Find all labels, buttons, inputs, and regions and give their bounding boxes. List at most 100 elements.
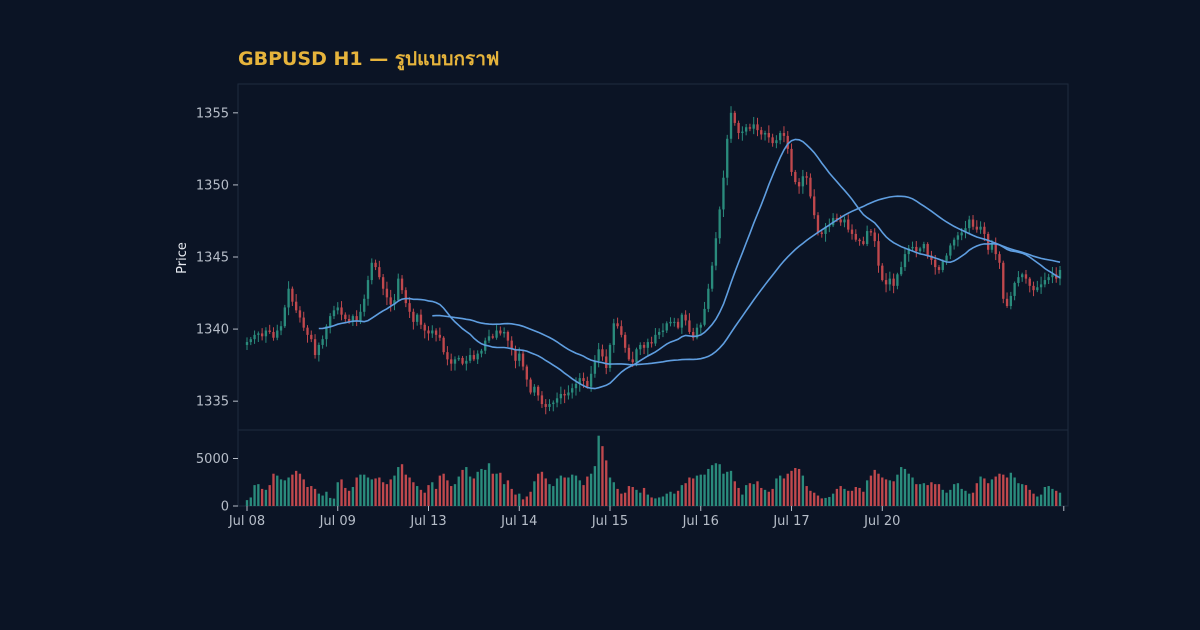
candle-body — [714, 238, 718, 266]
candle-body — [688, 320, 691, 332]
x-axis: Jul 08 Jul 09 Jul 13 Jul 14 Jul 15 Jul 16 Jul … — [228, 506, 1065, 529]
volume-bar — [907, 473, 910, 506]
candle — [710, 261, 714, 292]
volume-bar — [302, 479, 305, 506]
volume-bar — [344, 487, 347, 506]
candle-body — [529, 379, 532, 393]
volume-bar — [930, 482, 933, 506]
candle — [695, 323, 699, 340]
candle-body — [442, 337, 445, 353]
candle — [431, 325, 434, 338]
volume-bar — [922, 483, 926, 506]
x-tick-label: Jul 17 — [772, 514, 809, 529]
candle-body — [408, 303, 411, 312]
volume-bar — [975, 483, 978, 506]
candle-body — [661, 330, 665, 332]
candle-body — [268, 330, 271, 332]
candle-body — [612, 323, 615, 345]
candle-body — [843, 219, 846, 223]
candle-body — [359, 311, 362, 321]
volume-bar — [794, 468, 797, 506]
volume-bar — [465, 467, 468, 506]
candle — [1058, 266, 1062, 286]
candle — [257, 331, 260, 342]
volume-bar — [744, 485, 748, 506]
candle — [453, 356, 457, 371]
candle — [272, 327, 275, 341]
candle-body — [975, 226, 978, 230]
volume-bar — [245, 500, 249, 506]
candle-body — [586, 380, 589, 387]
candle-body — [869, 231, 873, 233]
candle-body — [605, 356, 608, 369]
volume-bar — [313, 488, 317, 506]
candle-body — [427, 330, 430, 334]
volume-bar — [518, 493, 521, 506]
candle — [533, 384, 536, 396]
candle-body — [385, 288, 389, 298]
volume-bar — [249, 497, 252, 506]
x-tick-label: Jul 16 — [682, 514, 719, 529]
volume-bar — [540, 471, 544, 506]
candle-body — [620, 326, 623, 335]
candle — [446, 346, 449, 366]
volume-bar — [986, 483, 990, 506]
volume-bar — [676, 490, 680, 506]
candle-body — [676, 321, 680, 328]
volume-bar — [786, 473, 789, 506]
candle — [673, 317, 676, 327]
volume-bar — [514, 494, 517, 506]
volume-bar — [536, 473, 540, 506]
candle — [506, 330, 510, 347]
volume-bar — [468, 476, 472, 506]
candle — [525, 364, 528, 387]
candle-body — [865, 231, 869, 245]
candle — [884, 273, 888, 293]
candle-body — [574, 383, 578, 389]
candle — [752, 116, 755, 135]
candle — [858, 238, 861, 246]
candle-body — [597, 349, 600, 361]
volume-bar — [952, 484, 956, 506]
candle-body — [1058, 269, 1062, 279]
candle — [344, 312, 347, 322]
candle — [1024, 269, 1028, 284]
volume-bar — [1055, 490, 1058, 506]
volume-bar — [446, 480, 449, 506]
candle-body — [616, 323, 619, 327]
volume-bar — [260, 488, 264, 506]
volume-bar — [276, 475, 279, 506]
candle — [680, 312, 684, 334]
candle-body — [499, 330, 502, 334]
candle — [1032, 281, 1035, 297]
candlesticks — [245, 106, 1062, 415]
volume-y-axis: 0 5000 — [196, 452, 238, 515]
volume-bar — [756, 481, 759, 506]
volume-bar — [415, 486, 419, 506]
candle — [487, 329, 491, 343]
candle — [381, 273, 385, 296]
candle — [748, 123, 752, 132]
candle-body — [457, 357, 460, 360]
candle-body — [930, 255, 933, 260]
volume-bar — [763, 489, 767, 506]
candle — [1005, 292, 1009, 308]
candle — [918, 246, 922, 255]
candle — [900, 261, 903, 277]
candle-body — [378, 267, 381, 278]
candle — [571, 383, 574, 399]
candle-body — [351, 316, 355, 322]
volume-bar — [351, 487, 355, 506]
volume-bar — [964, 490, 967, 506]
candle — [669, 317, 672, 327]
candle — [794, 169, 797, 185]
volume-bar — [268, 485, 271, 506]
candle — [468, 348, 472, 364]
candle — [639, 342, 642, 355]
volume-bar — [423, 492, 426, 506]
y-tick-label: 1345 — [196, 251, 229, 266]
volume-tick-label: 5000 — [196, 452, 229, 467]
volume-bar — [623, 492, 627, 506]
candle-body — [571, 388, 574, 393]
volume-bar — [582, 485, 585, 506]
